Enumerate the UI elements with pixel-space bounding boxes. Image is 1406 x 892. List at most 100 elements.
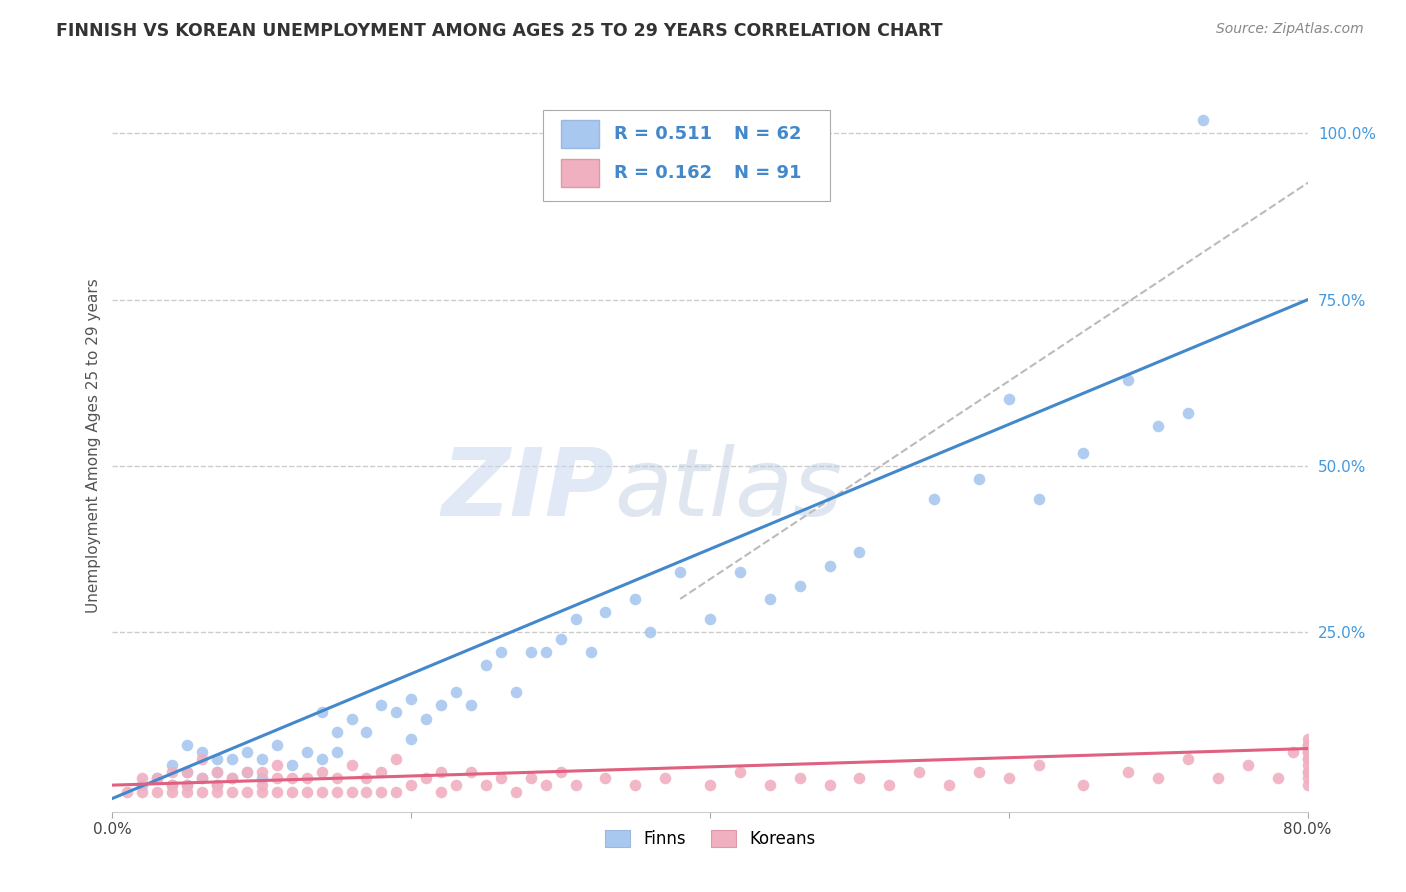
Point: [550, 764, 572, 779]
Point: [205, 778, 228, 792]
Point: [1296, 751, 1319, 765]
Point: [281, 772, 304, 786]
Point: [1296, 738, 1319, 752]
Point: [534, 778, 557, 792]
Point: [669, 566, 692, 580]
Point: [281, 758, 304, 772]
Point: [640, 625, 662, 640]
Point: [415, 712, 437, 726]
Point: [759, 778, 782, 792]
Point: [266, 772, 288, 786]
Point: [146, 772, 169, 786]
Point: [295, 745, 318, 759]
Point: [1267, 772, 1289, 786]
Point: [1296, 745, 1319, 759]
Point: [266, 758, 288, 772]
Point: [818, 778, 841, 792]
Point: [191, 745, 214, 759]
Point: [250, 751, 273, 765]
Point: [236, 785, 259, 799]
Point: [1296, 751, 1319, 765]
Point: [191, 785, 214, 799]
Point: [624, 591, 647, 606]
Point: [1028, 492, 1050, 507]
Point: [520, 645, 543, 659]
Point: [1281, 745, 1303, 759]
Point: [176, 778, 198, 792]
FancyBboxPatch shape: [543, 110, 830, 201]
Point: [295, 772, 318, 786]
Text: Source: ZipAtlas.com: Source: ZipAtlas.com: [1216, 22, 1364, 37]
Point: [281, 785, 304, 799]
Point: [430, 785, 453, 799]
Point: [550, 632, 572, 646]
Point: [221, 751, 243, 765]
Point: [370, 764, 392, 779]
Text: R = 0.511: R = 0.511: [614, 125, 713, 143]
Point: [162, 764, 183, 779]
Point: [311, 785, 333, 799]
Point: [340, 758, 363, 772]
Point: [430, 764, 453, 779]
Point: [356, 725, 378, 739]
Point: [654, 772, 676, 786]
Point: [162, 758, 183, 772]
Point: [624, 778, 647, 792]
Point: [250, 778, 273, 792]
Point: [1073, 445, 1095, 459]
Point: [191, 751, 214, 765]
Point: [430, 698, 453, 713]
Point: [162, 778, 183, 792]
Point: [1192, 113, 1215, 128]
Point: [699, 612, 721, 626]
Point: [998, 392, 1021, 407]
Point: [534, 645, 557, 659]
Point: [325, 772, 347, 786]
Point: [789, 579, 811, 593]
Point: [325, 785, 347, 799]
Point: [176, 738, 198, 752]
Point: [908, 764, 931, 779]
Point: [998, 772, 1021, 786]
Point: [236, 764, 259, 779]
Point: [1073, 778, 1095, 792]
Point: [131, 772, 153, 786]
Point: [176, 764, 198, 779]
Point: [460, 698, 482, 713]
Point: [595, 605, 617, 619]
Point: [1147, 772, 1170, 786]
Point: [370, 698, 392, 713]
Point: [444, 778, 467, 792]
Point: [401, 731, 423, 746]
Point: [1296, 764, 1319, 779]
Text: N = 62: N = 62: [734, 125, 801, 143]
Point: [1177, 751, 1199, 765]
Point: [444, 685, 467, 699]
Point: [848, 545, 870, 559]
Point: [356, 785, 378, 799]
Point: [205, 778, 228, 792]
FancyBboxPatch shape: [561, 120, 599, 147]
Point: [505, 785, 527, 799]
Y-axis label: Unemployment Among Ages 25 to 29 years: Unemployment Among Ages 25 to 29 years: [86, 278, 101, 614]
Point: [415, 772, 437, 786]
Point: [176, 764, 198, 779]
Point: [401, 778, 423, 792]
Point: [250, 772, 273, 786]
Point: [595, 772, 617, 786]
Point: [564, 778, 586, 792]
Point: [266, 738, 288, 752]
Point: [295, 785, 318, 799]
Point: [236, 764, 259, 779]
Point: [789, 772, 811, 786]
Point: [205, 764, 228, 779]
Point: [385, 751, 408, 765]
Point: [1296, 745, 1319, 759]
Point: [1118, 372, 1140, 386]
Point: [520, 772, 543, 786]
Text: FINNISH VS KOREAN UNEMPLOYMENT AMONG AGES 25 TO 29 YEARS CORRELATION CHART: FINNISH VS KOREAN UNEMPLOYMENT AMONG AGE…: [56, 22, 943, 40]
Point: [699, 778, 721, 792]
Text: N = 91: N = 91: [734, 164, 801, 182]
Point: [146, 785, 169, 799]
Point: [967, 764, 990, 779]
